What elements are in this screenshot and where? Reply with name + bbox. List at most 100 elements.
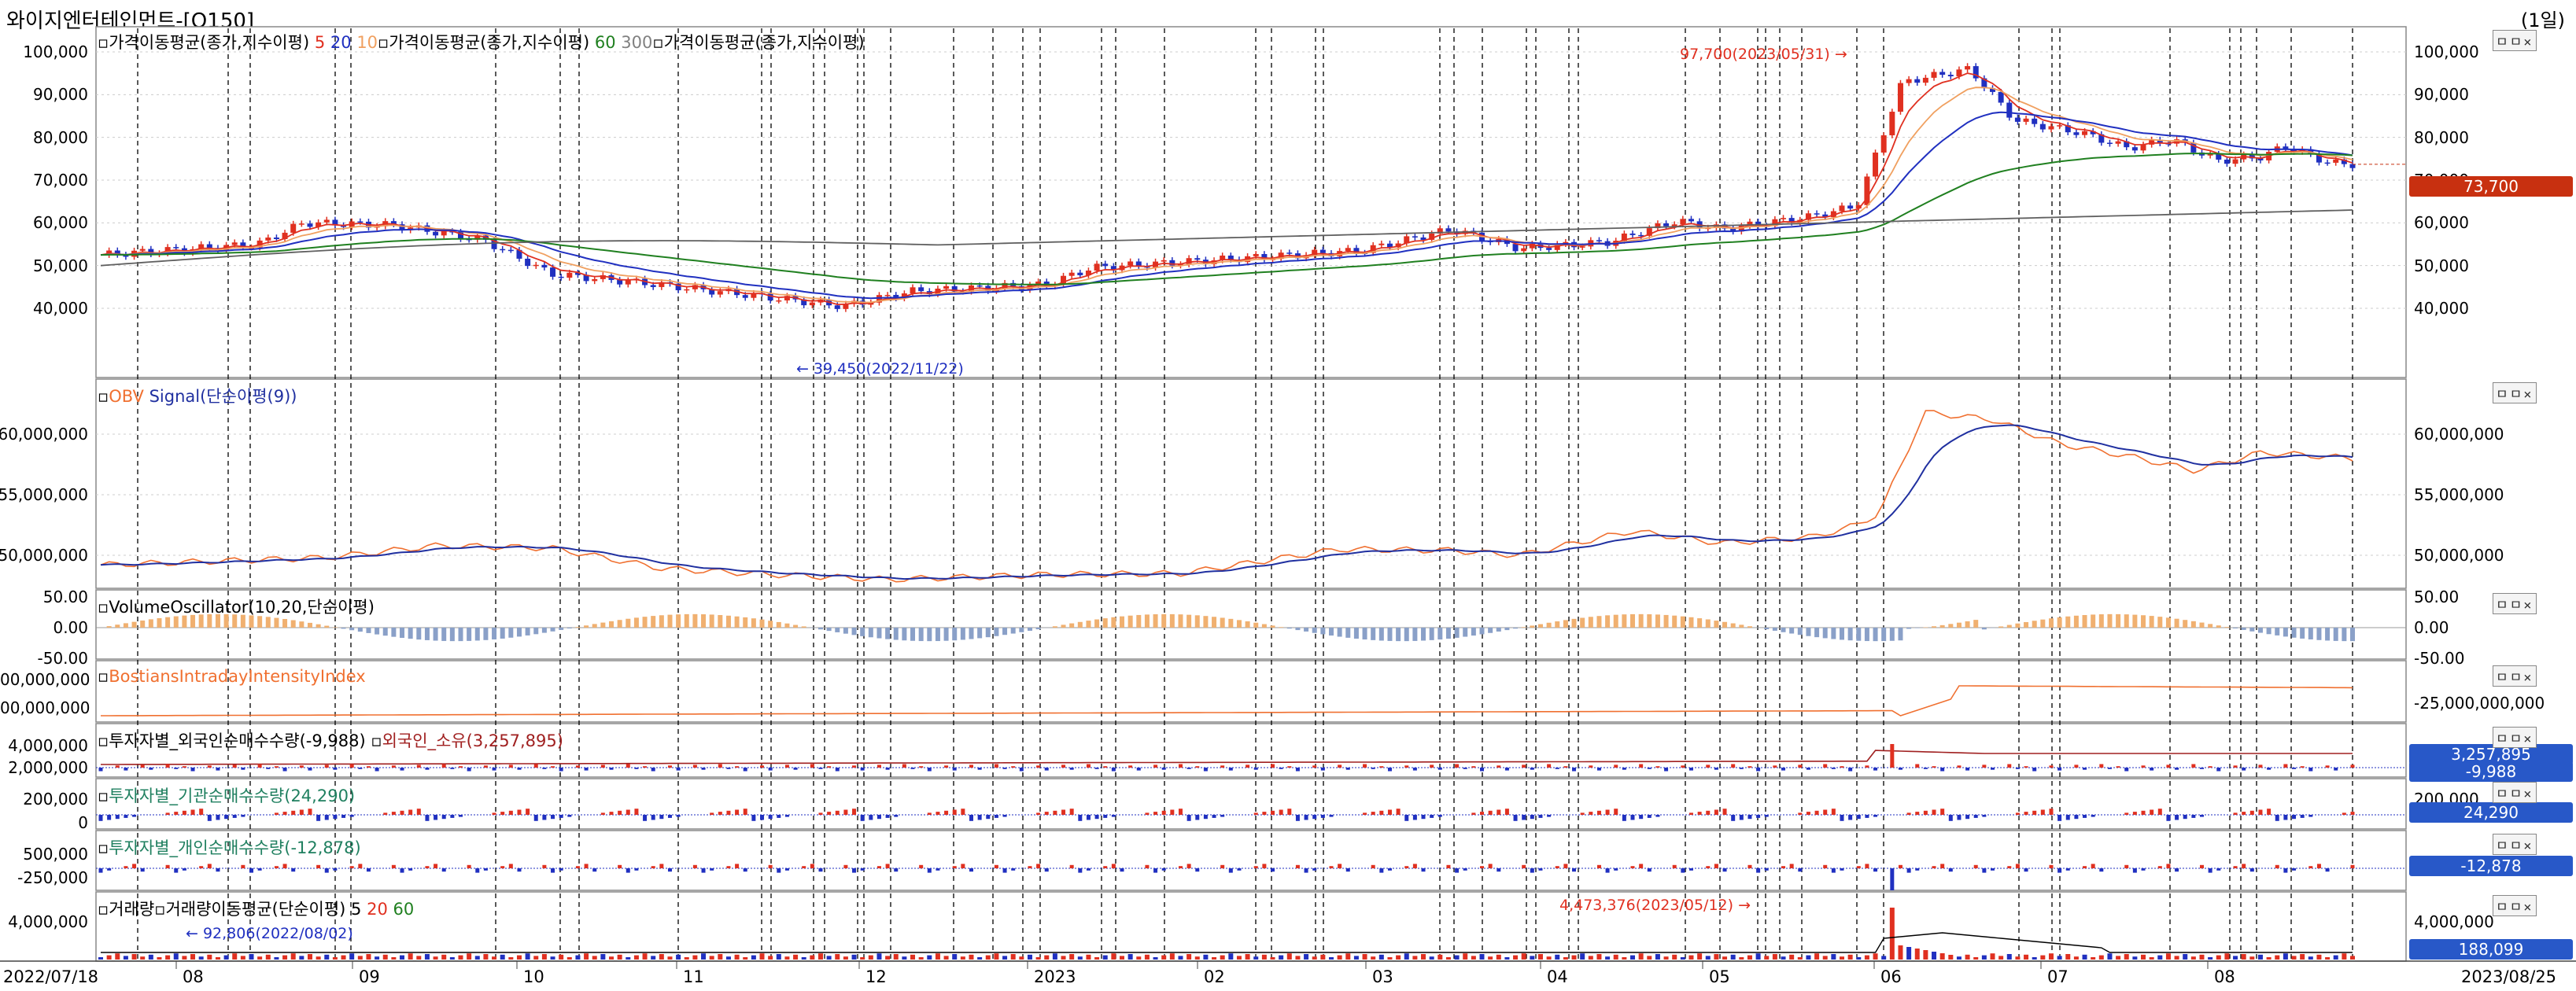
foreign-bar <box>1530 768 1534 770</box>
candle-body <box>1914 79 1921 83</box>
candle-body <box>1177 264 1183 266</box>
indiv-bar <box>207 864 212 868</box>
foreign-bar <box>232 764 237 768</box>
volume-bar <box>1002 956 1008 960</box>
foreign-bar <box>600 764 605 768</box>
obv-legend[interactable]: ▫OBV Signal(단순이평(9)) <box>98 384 297 407</box>
indiv-bar <box>1982 868 1987 873</box>
inst-legend[interactable]: ▫투자자별_기관순매수수량(24,290) <box>98 783 355 807</box>
indiv-badge: -12,878 <box>2409 856 2573 876</box>
bii-legend[interactable]: ▫BostiansIntradayIntensityIndex <box>98 667 366 686</box>
vo-bar <box>1605 615 1611 628</box>
volume-bar <box>2032 957 2037 960</box>
indiv-bar <box>1153 868 1158 873</box>
ma-legend-1-prefix: 가격이동평균(종가,지수이평) <box>109 33 310 52</box>
candle-body <box>1404 236 1410 244</box>
indiv-bar <box>1840 868 1844 871</box>
vo-bar <box>1270 625 1275 628</box>
indiv-bar <box>919 864 924 868</box>
vo-bar <box>449 628 455 642</box>
panel-control-buttons: ㅁㅁ× <box>2493 593 2537 614</box>
foreign-bar <box>609 768 614 770</box>
foreign-bar <box>1094 768 1099 769</box>
volume-bar <box>307 954 312 960</box>
candle-body <box>1873 152 1879 177</box>
volume-bar <box>1120 956 1125 960</box>
indiv-bar <box>257 868 262 871</box>
inst-bar <box>500 812 505 815</box>
foreign-bar <box>2208 766 2212 768</box>
inst-bar <box>1178 809 1183 815</box>
vo-bar <box>2300 628 2305 639</box>
foreign-bar <box>944 765 949 768</box>
foreign-bar <box>927 768 932 772</box>
indiv-bar <box>1086 868 1091 871</box>
price-legend[interactable]: ▫가격이동평균(종가,지수이평) 5 20 10▫가격이동평균(종가,지수이평)… <box>98 30 865 53</box>
panel-vo-frame <box>95 589 2407 660</box>
vo-bar <box>2224 627 2230 628</box>
volume-bar <box>215 957 220 960</box>
volume-bar <box>1169 953 1175 960</box>
volume-bar <box>1663 956 1669 960</box>
foreign-bar <box>124 768 128 771</box>
inst-bar <box>1220 815 1225 817</box>
vo-bar <box>115 624 120 628</box>
inst-bar <box>299 809 304 815</box>
foreign-legend[interactable]: ▫투자자별_외국인순매수수량(-9,988) ▫외국인_소유(3,257,895… <box>98 728 563 752</box>
vo-legend[interactable]: ▫VolumeOscillator(10,20,단순이평) <box>98 595 375 618</box>
candle-body <box>1747 221 1753 227</box>
volume-bar <box>148 954 153 960</box>
period-label[interactable]: (1일) <box>2520 9 2565 31</box>
indiv-legend[interactable]: ▫투자자별_개인순매수수량(-12,878) <box>98 835 361 859</box>
foreign-bar <box>1614 764 1618 768</box>
inst-bar <box>2183 815 2187 820</box>
vo-bar <box>1898 628 1903 641</box>
candle-body <box>1638 234 1644 237</box>
foreign-bar <box>1664 768 1669 772</box>
inst-bar <box>1497 809 1501 815</box>
volume-bar <box>257 956 263 960</box>
vo-bar <box>1739 624 1744 628</box>
indiv-bar <box>1823 864 1828 868</box>
foreign-bar <box>1187 768 1191 769</box>
inst-bar <box>1655 815 1660 817</box>
indiv-bar <box>1764 868 1769 871</box>
volume-bar <box>743 957 748 960</box>
volume-badge: 188,099 <box>2409 939 2573 960</box>
volume-bar <box>1253 956 1259 960</box>
inst-bar <box>1747 815 1752 820</box>
candle-body <box>1998 91 2004 103</box>
inst-bar <box>827 812 832 815</box>
volume-bar <box>1647 956 1652 960</box>
x-month-label: 10 <box>523 967 544 986</box>
vo-bar <box>1546 622 1552 628</box>
inst-bar <box>1622 815 1626 821</box>
inst-bar <box>1589 812 1593 815</box>
foreign-bar <box>768 768 773 771</box>
candle-body <box>1563 241 1569 245</box>
vo-bar <box>784 623 790 628</box>
foreign-bar <box>1639 764 1644 768</box>
candle-body <box>2324 162 2331 164</box>
legend-box-icon: ▫ <box>154 900 166 919</box>
indiv-bar <box>1781 866 1786 868</box>
indiv-bar <box>1421 868 1426 872</box>
foreign-bar <box>1547 764 1552 768</box>
vo-bar <box>1588 617 1593 628</box>
vo-bar <box>969 628 974 639</box>
ma10-period: 10 <box>356 33 378 52</box>
vo-bar <box>2116 613 2121 628</box>
volume-bar <box>2183 954 2188 960</box>
vma5-period: 5 <box>351 900 362 919</box>
foreign-bar <box>2007 764 2012 768</box>
inst-bar <box>2141 810 2146 815</box>
volume-legend[interactable]: ▫거래량▫거래량이동평균(단순이평) 5 20 60 <box>98 897 414 920</box>
foreign-bar <box>1739 768 1744 769</box>
foreign-bar <box>1655 766 1660 768</box>
candle-body <box>1646 228 1652 236</box>
vo-bar <box>734 616 740 628</box>
foreign-bar <box>366 766 371 768</box>
indiv-bar <box>1455 868 1460 873</box>
vo-bar <box>860 628 865 636</box>
